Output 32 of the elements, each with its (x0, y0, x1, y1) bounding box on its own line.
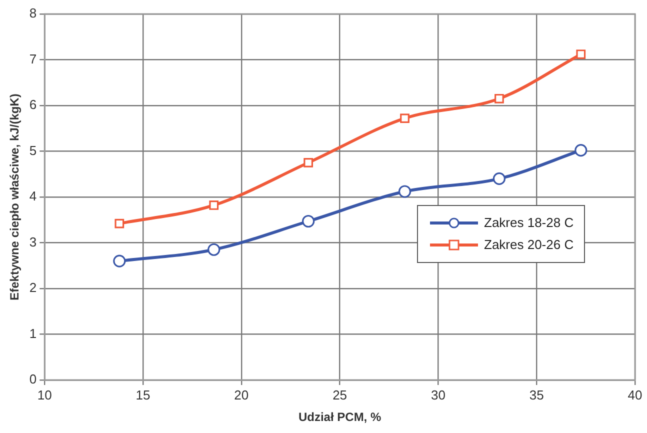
x-tick-label: 10 (37, 387, 52, 402)
y-tick-label: 1 (29, 326, 37, 341)
point (398, 185, 412, 198)
point (304, 158, 314, 168)
point (114, 218, 124, 228)
x-tick-label: 30 (430, 387, 446, 402)
y-tick-label: 6 (29, 97, 37, 112)
point (576, 50, 586, 59)
x-tick-label: 25 (332, 387, 348, 402)
legend-label: Zakres 18-28 C (484, 215, 574, 230)
point (494, 94, 504, 104)
point (113, 254, 126, 268)
point (208, 243, 220, 256)
x-tick-label: 15 (136, 387, 150, 402)
y-tick-label: 0 (29, 372, 37, 387)
y-axis-title: Efektywne ciepło właściwe, kJ/(kgK) (8, 94, 22, 300)
point (302, 214, 315, 228)
x-tick-label: 35 (529, 387, 544, 402)
x-tick-label: 20 (234, 387, 249, 402)
y-tick-label: 7 (29, 51, 37, 66)
legend-label: Zakres 20-26 C (484, 237, 574, 252)
point (209, 200, 219, 210)
point (574, 144, 588, 157)
y-tick-label: 5 (29, 142, 37, 158)
x-axis-title: Udział PCM, % (298, 410, 382, 424)
point (400, 114, 410, 123)
x-tick-label: 40 (628, 387, 642, 402)
y-tick-label: 8 (29, 6, 37, 21)
y-tick-label: 4 (29, 188, 37, 204)
y-tick-label: 3 (29, 234, 37, 250)
point (492, 172, 506, 185)
y-tick-label: 2 (29, 280, 37, 296)
